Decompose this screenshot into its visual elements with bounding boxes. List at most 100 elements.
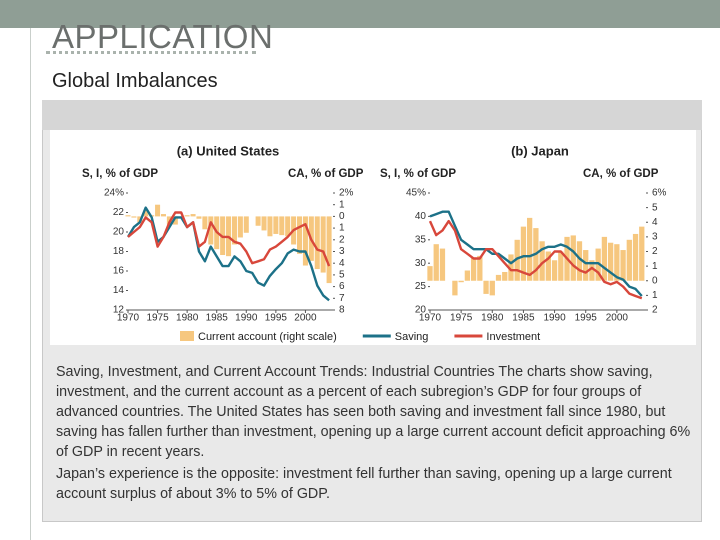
x-tick-label: 2000 <box>606 313 629 324</box>
y2-tick-label: 1 <box>652 261 658 272</box>
bar <box>190 214 196 217</box>
y2-tick-label: 0 <box>339 211 345 222</box>
bar <box>632 233 639 281</box>
y2-tick-label: 2% <box>339 188 354 199</box>
bar <box>279 216 285 236</box>
line <box>429 210 643 297</box>
bar <box>583 250 589 281</box>
bar <box>326 216 332 284</box>
caption: Saving, Investment, and Current Account … <box>56 362 696 506</box>
x-tick-label: 2000 <box>294 313 317 324</box>
bar <box>297 216 303 254</box>
bar <box>172 216 178 225</box>
bar <box>243 216 249 233</box>
bar <box>143 210 149 217</box>
line <box>127 211 331 267</box>
bar <box>601 236 608 281</box>
bar <box>273 216 279 234</box>
caption-paragraph: Saving, Investment, and Current Account … <box>56 364 691 460</box>
y2-tick-label: 0 <box>652 275 658 286</box>
bar <box>607 242 614 281</box>
bar <box>237 216 243 238</box>
y-tick-label: 30 <box>415 258 427 269</box>
title-underline <box>46 51 256 54</box>
legend-label: Investment <box>486 331 540 343</box>
y2-axis-title: CA, % of GDP <box>583 168 659 180</box>
bar <box>508 254 514 281</box>
bar <box>208 216 214 245</box>
side-rule <box>30 28 31 540</box>
legend-swatch <box>180 331 194 341</box>
bar <box>551 260 558 281</box>
y-tick-label: 25 <box>415 281 427 292</box>
bar <box>470 257 477 281</box>
bar <box>539 241 545 281</box>
y2-tick-label: 1 <box>339 199 345 210</box>
bar <box>160 214 166 217</box>
bar <box>514 239 520 281</box>
bar <box>520 226 527 281</box>
y2-tick-label: 8 <box>339 305 345 316</box>
bar <box>570 235 576 281</box>
slide-title: APPLICATION <box>52 18 274 55</box>
caption-paragraph: Japan’s experience is the opposite: inve… <box>56 466 672 502</box>
x-tick-label: 1990 <box>235 313 258 324</box>
bar <box>558 251 564 281</box>
y-tick-label: 14 <box>113 285 125 296</box>
top-bar <box>0 0 720 28</box>
y2-tick-label: 4 <box>652 217 658 228</box>
bar <box>589 260 595 281</box>
y2-tick-label: 3 <box>339 246 345 257</box>
x-tick-label: 1995 <box>575 313 598 324</box>
y2-tick-label: 6 <box>339 281 345 292</box>
x-tick-label: 1980 <box>481 313 504 324</box>
y-tick-label: 18 <box>113 246 125 257</box>
x-tick-label: 1985 <box>512 313 535 324</box>
y-tick-label: 22 <box>113 207 125 218</box>
x-tick-label: 1975 <box>450 313 473 324</box>
bar <box>458 280 464 283</box>
bar <box>255 216 261 226</box>
bar <box>477 255 483 281</box>
chart-title: (a) United States <box>177 143 280 158</box>
bar <box>483 280 489 294</box>
y-tick-label: 12 <box>113 305 125 316</box>
y-axis-title: S, I, % of GDP <box>82 168 158 180</box>
bar <box>267 216 273 237</box>
bar <box>155 204 161 217</box>
bar <box>231 216 237 245</box>
legend-label: Saving <box>395 331 429 343</box>
bar <box>639 226 645 281</box>
chart: (a) United States S, I, % of GDP CA, % of … <box>50 130 696 345</box>
y2-axis-title: CA, % of GDP <box>288 168 364 180</box>
bar <box>285 216 291 237</box>
y2-tick-label: 5 <box>339 270 345 281</box>
bar <box>125 215 131 217</box>
x-tick-label: 1970 <box>117 313 140 324</box>
bar <box>545 251 551 281</box>
bar <box>131 216 137 218</box>
bar <box>614 244 620 281</box>
bar <box>433 244 439 281</box>
bar <box>464 270 471 281</box>
y-tick-label: 45% <box>406 188 426 199</box>
bar <box>495 274 502 281</box>
y-tick-label: 35 <box>415 234 427 245</box>
y2-tick-label: 7 <box>339 293 345 304</box>
figure-band <box>42 100 702 130</box>
y-tick-label: 20 <box>415 305 427 316</box>
bar <box>320 216 326 273</box>
bar <box>489 280 495 296</box>
y2-tick-label: 2 <box>652 305 658 316</box>
bar <box>196 216 202 219</box>
bar <box>427 266 433 281</box>
bar <box>202 216 208 230</box>
line <box>428 219 643 300</box>
y2-tick-label: 2 <box>339 234 345 245</box>
x-tick-label: 1995 <box>265 313 288 324</box>
chart-title: (b) Japan <box>511 143 569 158</box>
bar <box>502 271 508 281</box>
x-tick-label: 1975 <box>146 313 169 324</box>
y2-tick-label: 4 <box>339 258 345 269</box>
